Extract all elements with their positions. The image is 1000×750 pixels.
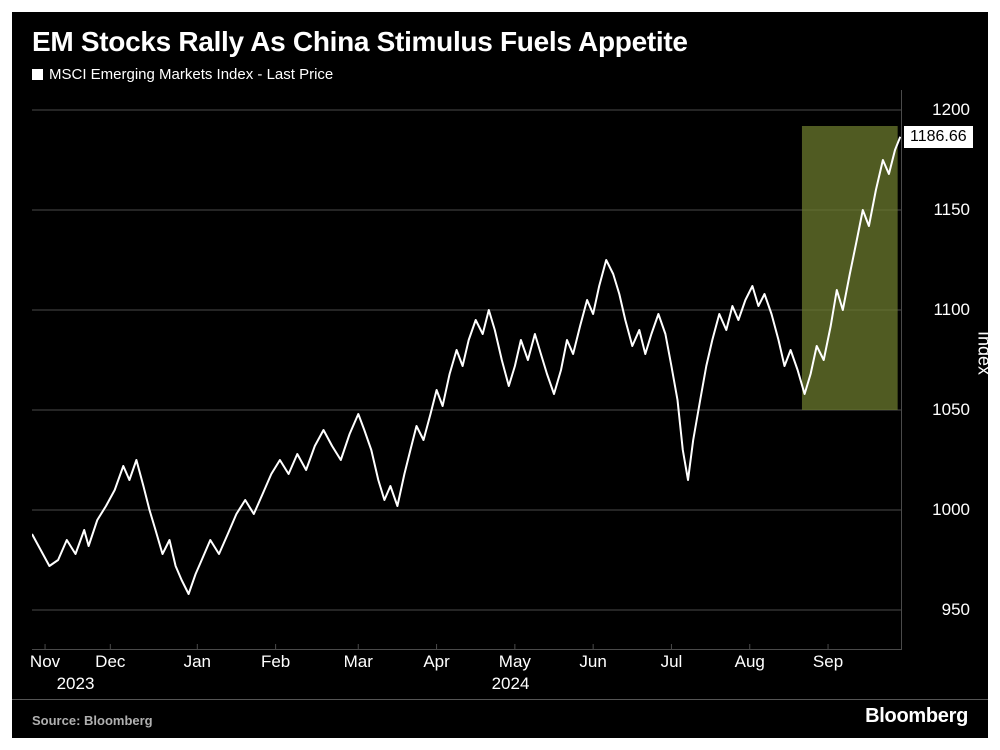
chart-legend: MSCI Emerging Markets Index - Last Price [32, 66, 333, 83]
x-tick-label: Jul [661, 652, 683, 672]
chart-svg [32, 90, 902, 650]
x-year-label: 2023 [57, 674, 95, 694]
x-tick-label: Nov [30, 652, 60, 672]
y-axis-title: Index [974, 331, 995, 375]
x-tick-label: May [499, 652, 531, 672]
y-tick-label: 950 [942, 600, 970, 620]
y-tick-label: 1050 [932, 400, 970, 420]
y-tick-label: 1000 [932, 500, 970, 520]
x-tick-label: Aug [735, 652, 765, 672]
legend-label: MSCI Emerging Markets Index - Last Price [49, 66, 333, 83]
footer-divider [12, 699, 988, 700]
chart-plot-area [32, 90, 902, 650]
x-tick-label: Dec [95, 652, 125, 672]
page-container: EM Stocks Rally As China Stimulus Fuels … [0, 0, 1000, 750]
x-tick-label: Sep [813, 652, 843, 672]
chart-title: EM Stocks Rally As China Stimulus Fuels … [32, 26, 688, 58]
legend-swatch [32, 69, 43, 80]
last-price-badge: 1186.66 [904, 126, 973, 148]
x-axis-labels: Nov Dec Jan Feb Mar Apr May Jun Jul Aug Sep 2023 202… [32, 652, 902, 702]
x-tick-label: Apr [423, 652, 449, 672]
x-tick-label: Jun [579, 652, 606, 672]
y-tick-label: 1100 [933, 300, 970, 320]
y-tick-label: 1200 [932, 100, 970, 120]
x-tick-label: Jan [184, 652, 211, 672]
x-year-label: 2024 [492, 674, 530, 694]
source-label: Source: Bloomberg [32, 713, 153, 728]
x-tick-label: Mar [344, 652, 373, 672]
y-tick-label: 1150 [933, 200, 970, 220]
brand-label: Bloomberg [865, 705, 968, 728]
chart-card: EM Stocks Rally As China Stimulus Fuels … [12, 12, 988, 738]
x-tick-label: Feb [261, 652, 290, 672]
y-axis-labels: 950 1000 1050 1100 1150 1200 [910, 90, 970, 650]
